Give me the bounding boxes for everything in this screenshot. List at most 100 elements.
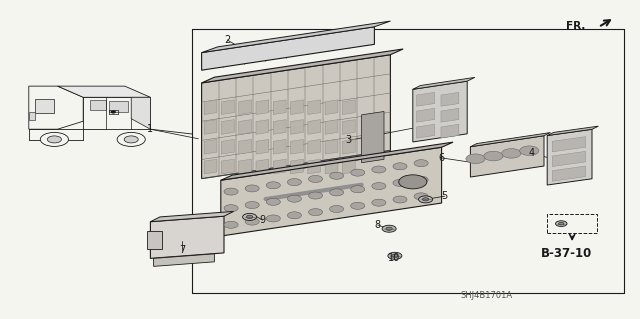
Circle shape [245,218,259,225]
Polygon shape [291,159,303,174]
Polygon shape [29,112,35,120]
Polygon shape [204,120,217,134]
Polygon shape [552,166,586,181]
Polygon shape [273,120,286,134]
Text: 8: 8 [374,220,381,230]
Polygon shape [202,55,390,179]
Text: 2: 2 [224,35,230,45]
Polygon shape [221,120,234,134]
Polygon shape [325,139,338,154]
Circle shape [399,175,427,189]
Circle shape [386,227,392,230]
Polygon shape [256,159,269,174]
Circle shape [484,151,503,161]
Circle shape [40,132,68,146]
Circle shape [330,205,344,212]
Polygon shape [239,100,252,115]
Circle shape [351,202,365,209]
Polygon shape [552,137,586,152]
Polygon shape [308,159,321,174]
Polygon shape [35,99,54,113]
Polygon shape [291,120,303,134]
Circle shape [224,205,238,212]
Circle shape [224,221,238,228]
Polygon shape [204,100,217,115]
Polygon shape [441,108,459,122]
Circle shape [393,196,407,203]
Circle shape [111,111,115,113]
Polygon shape [256,120,269,134]
Polygon shape [202,21,390,53]
Polygon shape [221,142,453,180]
Circle shape [393,163,407,170]
Text: 9: 9 [259,215,266,225]
Polygon shape [362,112,384,163]
Circle shape [330,189,344,196]
Polygon shape [58,86,150,97]
Polygon shape [273,100,286,115]
Circle shape [117,132,145,146]
Circle shape [245,202,259,209]
Circle shape [287,212,301,219]
Polygon shape [147,231,162,249]
Polygon shape [221,100,234,115]
Polygon shape [291,139,303,154]
Bar [547,214,597,233]
Text: 3: 3 [346,135,352,145]
Circle shape [388,252,402,259]
Polygon shape [552,151,586,167]
Text: 7: 7 [179,245,186,256]
Polygon shape [204,159,217,174]
Polygon shape [29,86,83,129]
Circle shape [243,213,257,220]
Polygon shape [441,93,459,106]
Polygon shape [547,129,592,185]
Text: FR.: FR. [566,20,586,31]
Circle shape [466,154,485,164]
Circle shape [422,198,429,201]
Circle shape [392,254,398,257]
Circle shape [382,225,396,232]
Text: 10: 10 [387,253,400,263]
Polygon shape [291,100,303,115]
Circle shape [330,172,344,179]
Polygon shape [273,139,286,154]
Polygon shape [273,159,286,174]
Polygon shape [325,100,338,115]
Circle shape [246,215,253,219]
Polygon shape [325,120,338,134]
Polygon shape [221,147,442,236]
Circle shape [351,169,365,176]
Circle shape [414,176,428,183]
Text: 6: 6 [438,153,445,163]
Circle shape [224,188,238,195]
Text: 1: 1 [147,124,154,134]
Circle shape [308,175,323,182]
Circle shape [372,199,386,206]
Polygon shape [417,108,435,122]
Polygon shape [256,100,269,115]
Polygon shape [342,139,355,154]
Circle shape [308,209,323,216]
Polygon shape [202,27,374,70]
Circle shape [351,186,365,193]
Polygon shape [342,120,355,134]
Circle shape [266,198,280,205]
Circle shape [266,182,280,189]
Polygon shape [470,133,550,147]
Circle shape [419,196,433,203]
Circle shape [308,192,323,199]
Circle shape [559,222,564,225]
Circle shape [372,182,386,189]
Polygon shape [154,254,214,266]
Circle shape [266,215,280,222]
Polygon shape [342,100,355,115]
Text: 4: 4 [528,148,534,158]
Polygon shape [150,211,234,222]
Polygon shape [308,139,321,154]
Polygon shape [90,100,106,110]
Polygon shape [83,97,150,129]
Polygon shape [342,159,355,174]
Circle shape [287,179,301,186]
Polygon shape [308,100,321,115]
